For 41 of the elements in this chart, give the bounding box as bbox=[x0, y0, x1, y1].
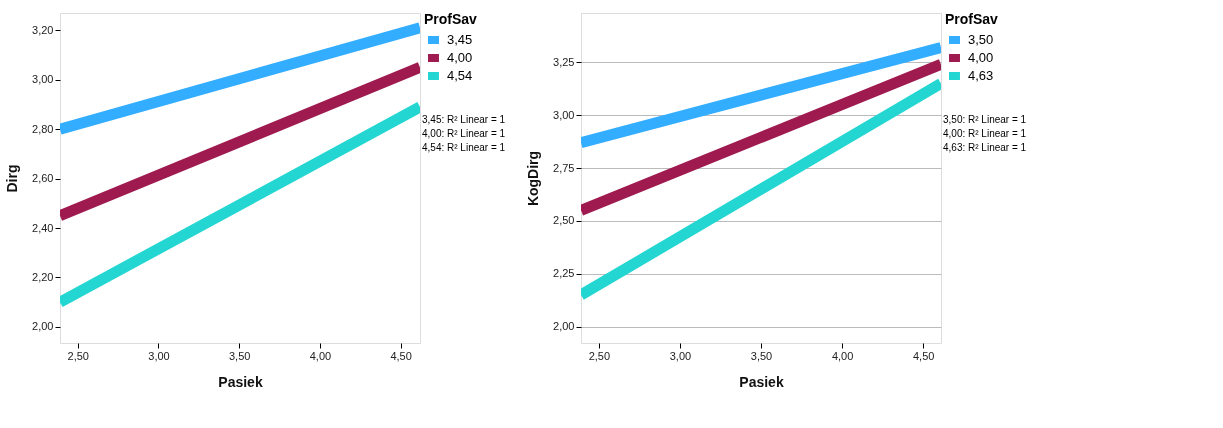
y-tick-label: 3,20 bbox=[32, 23, 54, 36]
x-axis-title: Pasiek bbox=[739, 373, 784, 390]
x-axis-title: Pasiek bbox=[218, 373, 263, 390]
y-tick-label: 2,40 bbox=[32, 221, 54, 234]
y-tick-label: 2,80 bbox=[32, 122, 54, 135]
y-tick-label: 2,00 bbox=[553, 320, 575, 333]
y-tick-label: 2,75 bbox=[553, 161, 575, 174]
text: 4,54: R² Linear = 1 bbox=[422, 142, 506, 153]
x-tick-label: 3,00 bbox=[669, 349, 692, 362]
x-tick-label: 4,50 bbox=[390, 349, 412, 362]
y-tick-label: 2,50 bbox=[553, 214, 575, 227]
text: 4,00: R² Linear = 1 bbox=[943, 128, 1027, 139]
text: 4,63: R² Linear = 1 bbox=[943, 142, 1027, 153]
legend-title: ProfSav bbox=[424, 11, 478, 27]
y-axis-title: Dirg bbox=[4, 164, 21, 193]
text: 4,00: R² Linear = 1 bbox=[422, 128, 506, 139]
legend-title: ProfSav bbox=[945, 11, 999, 27]
legend-label: 3,45 bbox=[447, 32, 473, 47]
y-tick-label: 3,00 bbox=[553, 108, 575, 121]
x-tick-label: 3,50 bbox=[228, 349, 251, 362]
legend-label: 4,00 bbox=[968, 50, 994, 65]
y-tick-label: 2,20 bbox=[32, 270, 54, 283]
legend-label: 3,50 bbox=[968, 32, 994, 47]
y-axis-title: KogDirg bbox=[525, 150, 542, 207]
text: 3,50: R² Linear = 1 bbox=[943, 114, 1027, 125]
x-tick-label: 3,00 bbox=[148, 349, 170, 362]
legend-label: 4,63 bbox=[968, 68, 994, 83]
y-tick-label: 2,60 bbox=[32, 172, 54, 185]
y-tick-label: 2,00 bbox=[32, 320, 54, 333]
legend-label: 4,54 bbox=[447, 68, 473, 83]
x-tick-label: 2,50 bbox=[67, 349, 89, 362]
text: 3,45: R² Linear = 1 bbox=[422, 114, 506, 125]
y-tick-label: 3,25 bbox=[553, 55, 575, 68]
x-tick-label: 4,50 bbox=[912, 349, 935, 362]
x-tick-label: 4,00 bbox=[309, 349, 332, 362]
x-tick-label: 2,50 bbox=[588, 349, 611, 362]
legend-label: 4,00 bbox=[447, 50, 473, 65]
y-tick-label: 3,00 bbox=[32, 73, 54, 86]
x-tick-label: 3,50 bbox=[750, 349, 773, 362]
y-tick-label: 2,25 bbox=[553, 267, 575, 280]
x-tick-label: 4,00 bbox=[831, 349, 854, 362]
